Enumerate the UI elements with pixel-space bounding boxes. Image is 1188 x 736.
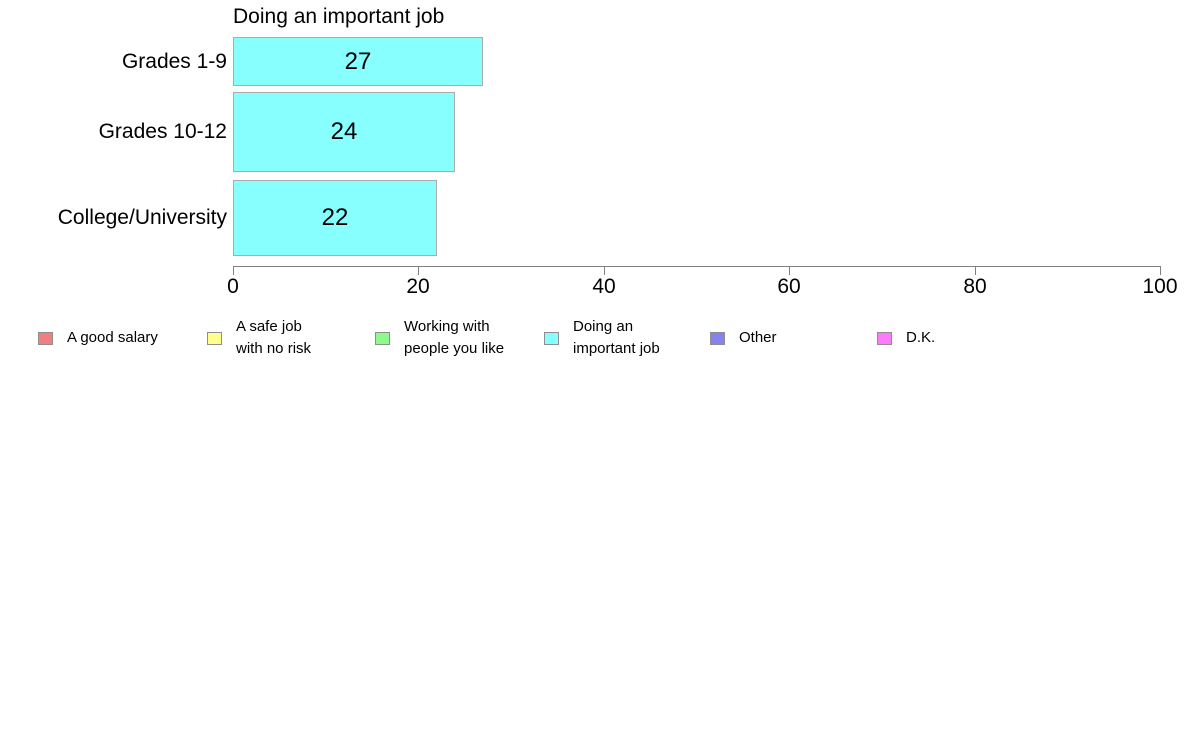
legend-label-5: D.K. xyxy=(906,329,936,346)
x-tick-label-4: 80 xyxy=(963,275,987,298)
x-tick-label-1: 20 xyxy=(406,275,430,298)
legend-label-1: A safe job with no risk xyxy=(236,318,312,357)
legend-item-3: Doing an important job xyxy=(544,316,660,360)
x-tick-mark-4 xyxy=(975,266,976,275)
x-tick-label-2: 40 xyxy=(592,275,616,298)
x-tick-label-5: 100 xyxy=(1142,275,1178,298)
category-label-0: Grades 1-9 xyxy=(121,49,227,73)
chart-title: Doing an important job xyxy=(233,5,445,28)
x-tick-label-3: 60 xyxy=(777,275,801,298)
legend-item-4: Other xyxy=(710,316,777,360)
x-tick-mark-2 xyxy=(604,266,605,275)
x-tick-mark-3 xyxy=(789,266,790,275)
bar-0: 27 xyxy=(233,37,483,86)
legend-item-5: D.K. xyxy=(877,316,935,360)
legend-label-3: Doing an important job xyxy=(573,318,660,357)
bar-value-label-0: 27 xyxy=(344,47,372,75)
x-tick-mark-1 xyxy=(418,266,419,275)
legend-label-4: Other xyxy=(739,329,777,346)
category-label-1: Grades 10-12 xyxy=(98,120,227,143)
x-tick-label-0: 0 xyxy=(227,275,239,298)
legend-swatch-1 xyxy=(207,331,222,345)
legend-item-1: A safe job with no risk xyxy=(207,316,311,360)
bar-2: 22 xyxy=(233,180,437,256)
legend-swatch-4 xyxy=(710,331,725,345)
bar-1: 24 xyxy=(233,92,455,172)
x-tick-mark-5 xyxy=(1160,266,1161,275)
x-axis-line xyxy=(233,266,1161,267)
bar-value-label-2: 22 xyxy=(321,204,349,231)
bar-value-label-1: 24 xyxy=(330,118,358,145)
legend-swatch-5 xyxy=(877,331,892,345)
legend-swatch-3 xyxy=(544,331,559,345)
legend-item-2: Working with people you like xyxy=(375,316,504,360)
legend-swatch-0 xyxy=(38,331,53,345)
legend-item-0: A good salary xyxy=(38,316,158,360)
legend-label-0: A good salary xyxy=(67,329,158,346)
category-label-2: College/University xyxy=(57,206,227,229)
legend-swatch-2 xyxy=(375,331,390,345)
x-tick-mark-0 xyxy=(233,266,234,275)
legend-label-2: Working with people you like xyxy=(404,318,505,357)
